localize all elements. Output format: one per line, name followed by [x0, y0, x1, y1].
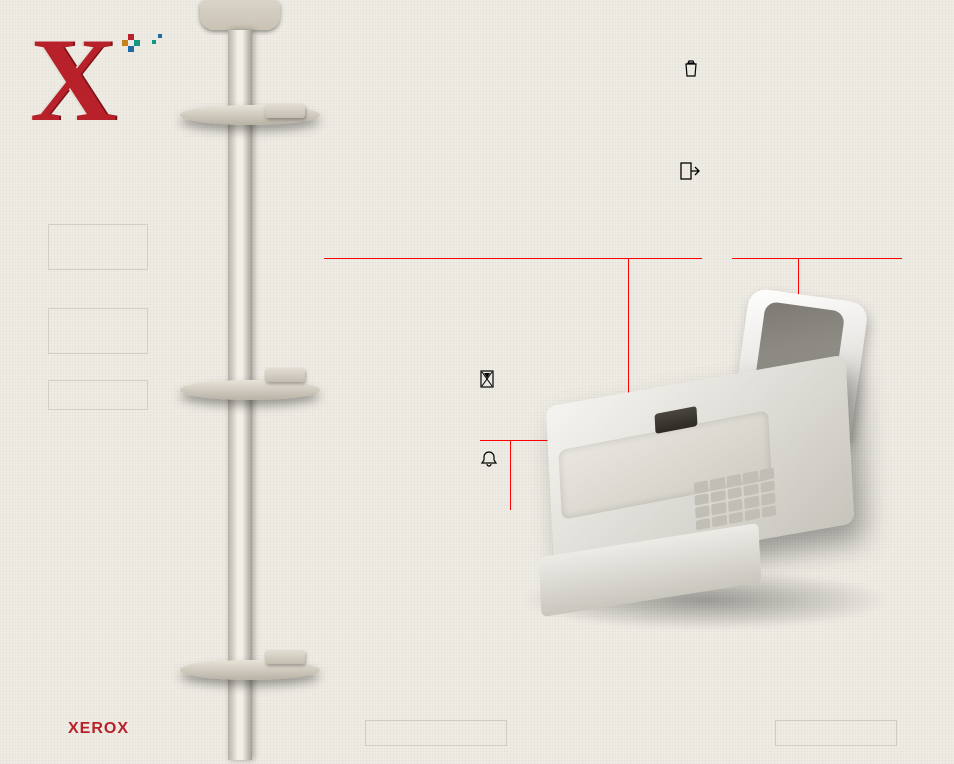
hourglass-icon[interactable] [480, 370, 494, 393]
xerox-logo-pixels [122, 34, 162, 64]
exit-icon[interactable] [680, 162, 700, 185]
printer-keypad [694, 468, 776, 531]
nav-box-3[interactable] [48, 380, 148, 410]
callout-line [666, 416, 798, 417]
bell-icon[interactable] [480, 450, 498, 473]
callout-line [798, 258, 799, 416]
xerox-logo: X [30, 20, 160, 140]
nav-box-2[interactable] [48, 308, 148, 354]
callout-line [510, 440, 511, 510]
trash-icon[interactable] [684, 60, 698, 83]
callout-line [324, 258, 702, 259]
callout-line [628, 258, 629, 418]
callout-line [480, 440, 666, 441]
footer-box-next[interactable] [775, 720, 897, 746]
footer-box-prev[interactable] [365, 720, 507, 746]
xerox-wordmark: XEROX [68, 720, 129, 738]
nav-box-1[interactable] [48, 224, 148, 270]
callout-line [732, 258, 902, 259]
printer-lcd [655, 406, 698, 434]
decorative-pillar [210, 0, 270, 764]
